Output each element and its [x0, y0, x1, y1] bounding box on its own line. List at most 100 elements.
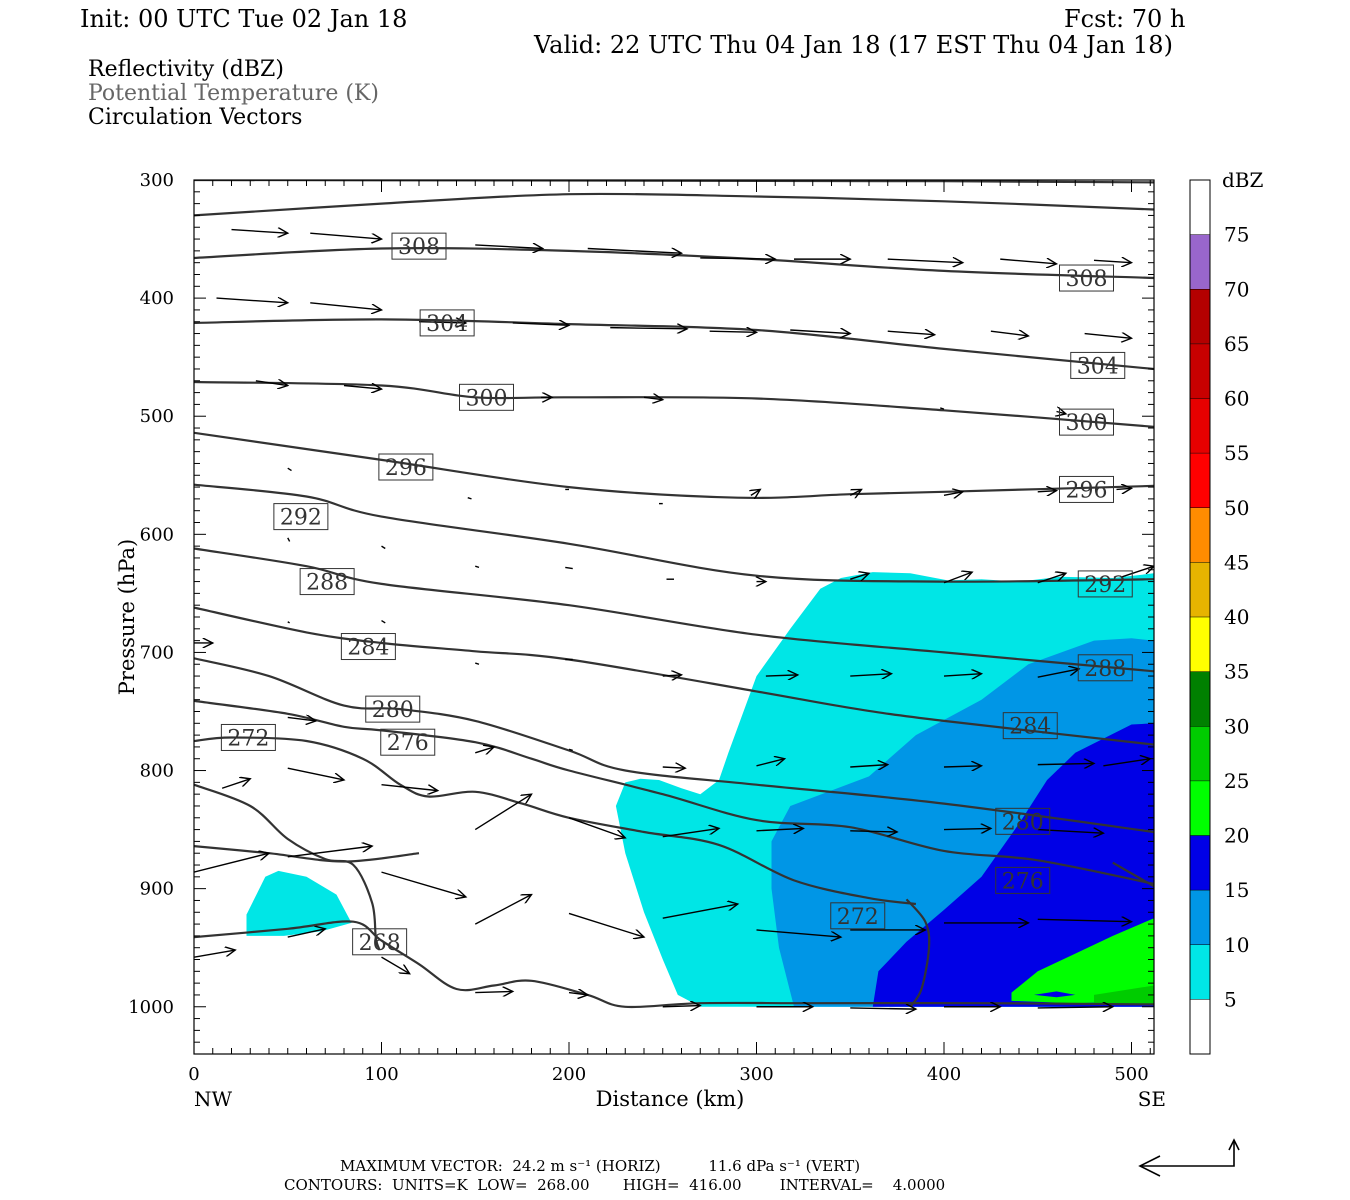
circulation-vector [765, 675, 798, 676]
circulation-vector [1037, 573, 1066, 584]
colorbar-label: 55 [1224, 441, 1249, 465]
circulation-vector [1037, 763, 1094, 764]
x-tick-label: 0 [188, 1064, 199, 1085]
circulation-vector [1097, 416, 1104, 420]
colorbar-segment [1190, 562, 1210, 617]
theta-contour [905, 898, 931, 1008]
circulation-vector [1093, 260, 1132, 262]
theta-contour [194, 920, 1154, 1009]
circulation-vector [990, 331, 1029, 336]
contour-label: 276 [387, 731, 429, 756]
theta-contour [1112, 861, 1154, 888]
colorbar-segment [1190, 835, 1210, 891]
colorbar-segment [1190, 780, 1210, 836]
circulation-vector [287, 621, 290, 624]
circulation-vector [610, 328, 687, 329]
contour-label-box [220, 723, 276, 751]
reflectivity-fill [246, 572, 1154, 1007]
circulation-vector [1037, 491, 1057, 492]
theta-contour [194, 483, 1154, 583]
contour-label-box [1059, 408, 1114, 436]
colorbar-label: 25 [1224, 769, 1249, 793]
circulation-vectors [194, 230, 1154, 1010]
circulation-vector [310, 232, 381, 239]
circulation-vector [662, 675, 682, 676]
circulation-vector [587, 249, 682, 254]
circulation-vector [381, 545, 386, 550]
y-tick-label: 1000 [128, 997, 174, 1018]
theta-contour [194, 657, 1154, 834]
circulation-vector [1037, 669, 1079, 678]
colorbar-segment [1190, 289, 1210, 344]
circulation-vector [418, 322, 466, 323]
circulation-vector [887, 259, 963, 263]
colorbar-label: 20 [1224, 824, 1249, 848]
circulation-vector [756, 759, 785, 766]
y-tick-label: 400 [140, 288, 174, 309]
colorbar-segment [1190, 453, 1210, 508]
contour-label-box [995, 807, 1051, 835]
colorbar-segment [1190, 671, 1210, 727]
field-reflectivity: Reflectivity (dBZ) [88, 57, 284, 82]
x-end-label-left: NW [194, 1087, 233, 1111]
theta-contour [194, 247, 1154, 280]
theta-contour [194, 606, 1154, 746]
circulation-vector [1084, 334, 1132, 339]
colorbar-segment [1190, 944, 1210, 1000]
contour-label-box [1077, 570, 1133, 598]
contour-label-box [340, 633, 396, 661]
contour-label-box [1059, 264, 1114, 292]
colorbar-segment [1190, 507, 1210, 563]
colorbar-label: 50 [1224, 496, 1249, 520]
forecast-hour: Fcst: 70 h [1064, 5, 1186, 33]
circulation-vector [850, 573, 869, 579]
circulation-vector [940, 407, 945, 410]
field-circulation-vectors: Circulation Vectors [88, 105, 303, 130]
circulation-vector [1121, 566, 1154, 578]
circulation-vector [310, 302, 381, 310]
colorbar-segment [1190, 343, 1210, 399]
circulation-vector [255, 381, 288, 386]
circulation-vector [943, 572, 972, 584]
colorbar-label: 45 [1224, 550, 1249, 574]
contour-label: 284 [1009, 715, 1051, 740]
circulation-vector [475, 747, 494, 753]
circulation-vector [381, 619, 386, 624]
circulation-vector [643, 397, 663, 399]
contour-label: 300 [466, 386, 508, 411]
axes: 0 100 200 300 400 500 300 400 500 600 700 800 900 100… [115, 170, 1166, 1111]
theta-contour [194, 431, 1154, 500]
circulation-vector [1057, 411, 1066, 413]
contour-label-box [1002, 712, 1058, 740]
circulation-vector [1000, 259, 1056, 264]
y-tick-label: 500 [140, 406, 174, 427]
contour-label-box [352, 928, 408, 956]
circulation-vector [700, 258, 775, 259]
init-time: Init: 00 UTC Tue 02 Jan 18 [80, 5, 408, 33]
colorbar-segment [1190, 180, 1210, 235]
colorbar-segment [1190, 617, 1210, 672]
contour-label: 292 [280, 506, 322, 531]
theta-contour [194, 736, 917, 906]
contour-label: 304 [1077, 354, 1119, 379]
colorbar-label: 65 [1224, 332, 1249, 356]
circulation-vector [1116, 488, 1132, 489]
contour-label: 296 [1066, 478, 1108, 503]
circulation-vector [850, 674, 891, 676]
theta-contour [194, 547, 1154, 673]
x-axis-label: Distance (km) [596, 1087, 745, 1111]
circulation-vector [287, 537, 291, 542]
circulation-vector [1037, 1007, 1113, 1008]
circulation-vector [467, 497, 472, 500]
circulation-vector [194, 950, 235, 958]
circulation-vector [1037, 919, 1132, 921]
theta-contour [194, 699, 1154, 885]
contour-label-box [1077, 654, 1133, 682]
circulation-vector [662, 767, 686, 768]
colorbar-label: 10 [1224, 933, 1249, 957]
x-tick-label: 100 [364, 1064, 398, 1085]
colorbar: 5 10 15 20 25 30 35 40 45 50 55 60 65 70 75 dBZ [1189, 168, 1264, 1055]
contour-label-box [419, 309, 475, 337]
max-vector-note: MAXIMUM VECTOR: 24.2 m s⁻¹ (HORIZ) 11.6 … [340, 1157, 861, 1175]
circulation-vector [221, 779, 250, 789]
